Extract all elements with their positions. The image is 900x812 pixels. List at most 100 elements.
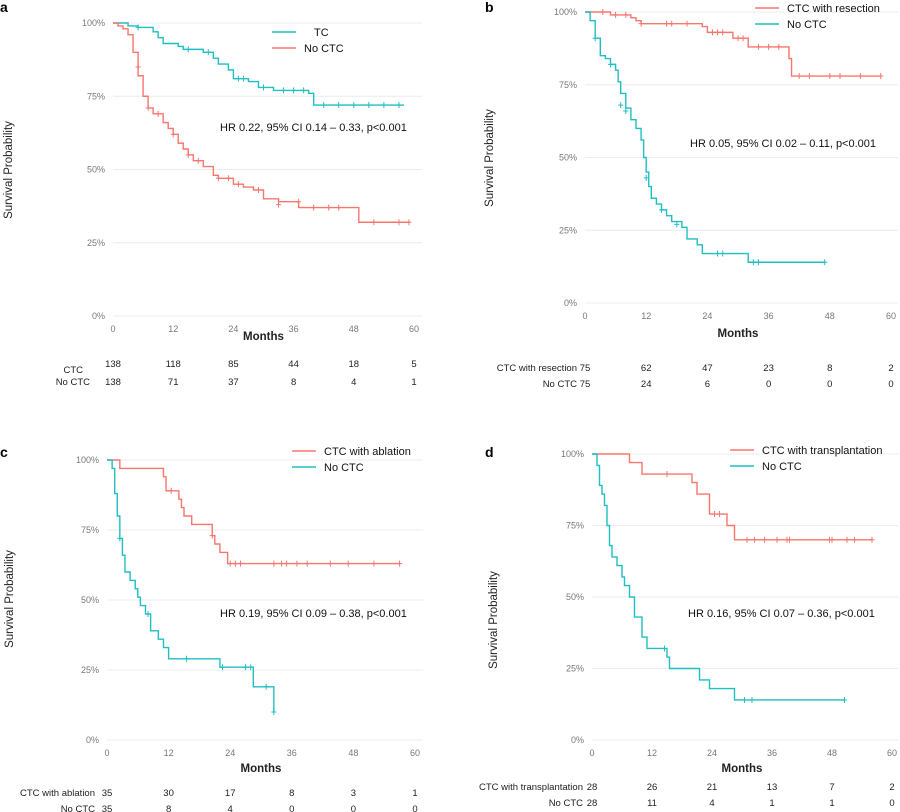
risk-count: 35 — [102, 804, 113, 812]
censor-mark — [710, 29, 715, 36]
panel-label: d — [485, 444, 494, 460]
risk-count: 1 — [412, 788, 417, 799]
risk-count: 23 — [763, 363, 774, 374]
x-tick-label: 60 — [886, 311, 896, 321]
risk-count: 35 — [102, 788, 113, 799]
x-tick-label: 48 — [825, 311, 835, 321]
x-tick-label: 12 — [164, 748, 174, 758]
risk-count: 62 — [641, 363, 652, 374]
censor-mark — [638, 20, 644, 27]
x-axis-title: Months — [718, 328, 759, 340]
censor-mark — [326, 204, 332, 211]
censor-mark — [755, 259, 761, 266]
censor-mark — [248, 664, 254, 671]
censor-mark — [294, 560, 300, 567]
censor-mark — [281, 87, 287, 94]
censor-mark — [396, 102, 402, 109]
risk-count: 75 — [580, 363, 591, 374]
censor-mark — [276, 201, 282, 208]
risk-count: 2 — [889, 782, 894, 793]
censor-mark — [145, 104, 151, 111]
panel-d: d0%25%50%75%100%028281226112421436131487… — [479, 444, 898, 809]
censor-mark — [321, 102, 327, 109]
x-tick-label: 24 — [702, 311, 712, 321]
x-tick-label: 48 — [348, 748, 358, 758]
censor-mark — [720, 250, 726, 257]
hazard-ratio-annotation: HR 0.05, 95% CI 0.02 – 0.11, p<0.001 — [690, 138, 876, 150]
legend-label: No CTC — [304, 43, 344, 55]
legend-label: CTC with resection — [787, 3, 880, 15]
censor-mark — [735, 35, 741, 42]
censor-mark — [345, 560, 351, 567]
y-tick-label: 100% — [554, 7, 577, 17]
y-tick-label: 75% — [566, 521, 584, 531]
risk-count: 13 — [767, 782, 778, 793]
risk-row-label: CTC with ablation — [20, 788, 95, 799]
censor-mark — [774, 536, 780, 543]
risk-count: 1 — [769, 798, 774, 809]
censor-mark — [235, 181, 241, 188]
risk-count: 0 — [827, 379, 832, 390]
y-tick-label: 100% — [76, 455, 99, 465]
risk-count: 1 — [411, 377, 416, 388]
y-axis-title: Survival Probability — [488, 571, 500, 669]
survival-curve-teal — [592, 453, 845, 701]
y-tick-label: 50% — [81, 595, 99, 605]
legend-label: CTC with transplantation — [762, 445, 882, 457]
censor-mark — [796, 73, 802, 80]
censor-mark — [762, 536, 767, 543]
risk-count: 0 — [766, 379, 771, 390]
censor-mark — [750, 259, 756, 266]
x-tick-label: 48 — [827, 748, 837, 758]
censor-mark — [608, 61, 613, 68]
x-tick-label: 48 — [349, 324, 359, 334]
censor-mark — [235, 75, 241, 82]
censor-mark — [623, 11, 629, 18]
censor-mark — [220, 664, 225, 671]
x-tick-label: 0 — [104, 748, 109, 758]
x-tick-label: 12 — [641, 311, 651, 321]
risk-count: 17 — [225, 788, 236, 799]
risk-count: 8 — [291, 377, 296, 388]
censor-mark — [618, 102, 624, 109]
censor-mark — [669, 20, 675, 27]
censor-mark — [168, 487, 174, 494]
risk-count: 0 — [888, 379, 893, 390]
censor-mark — [271, 560, 277, 567]
panel-a: a0%25%50%75%100%013813812118712485373644… — [0, 0, 422, 388]
x-tick-label: 24 — [228, 324, 238, 334]
risk-count: 8 — [166, 804, 171, 812]
censor-mark — [659, 206, 664, 213]
x-tick-label: 0 — [110, 324, 115, 334]
x-axis-title: Months — [722, 763, 763, 775]
censor-mark — [243, 664, 249, 671]
censor-mark — [184, 655, 190, 662]
censor-mark — [170, 131, 176, 138]
panel-label: a — [0, 0, 8, 15]
censor-mark — [749, 696, 755, 703]
censor-mark — [717, 511, 722, 518]
survival-curve-teal — [113, 22, 404, 106]
risk-count: 3 — [351, 788, 356, 799]
hazard-ratio-annotation: HR 0.16, 95% CI 0.07 – 0.36, p<0.001 — [688, 608, 875, 620]
censor-mark — [195, 157, 201, 164]
censor-mark — [662, 645, 667, 652]
censor-mark — [185, 46, 191, 53]
y-tick-label: 0% — [86, 735, 99, 745]
censor-mark — [397, 560, 403, 567]
censor-mark — [643, 174, 649, 181]
x-axis-title: Months — [241, 763, 282, 775]
y-tick-label: 75% — [81, 525, 99, 535]
legend-label: CTC with ablation — [324, 446, 411, 458]
panel-b: b 0% 25% 50% 75% 100% 0 75 75 12 62 24 24 47 6 36 23 0 48 8… — [484, 0, 898, 390]
risk-count: 18 — [349, 359, 360, 370]
censor-mark — [227, 560, 233, 567]
censor-mark — [311, 204, 317, 211]
censor-mark — [351, 102, 357, 109]
censor-mark — [684, 20, 690, 27]
y-tick-label: 100% — [82, 18, 105, 28]
censor-mark — [842, 696, 847, 703]
censor-mark — [145, 611, 151, 617]
x-tick-label: 60 — [887, 748, 897, 758]
